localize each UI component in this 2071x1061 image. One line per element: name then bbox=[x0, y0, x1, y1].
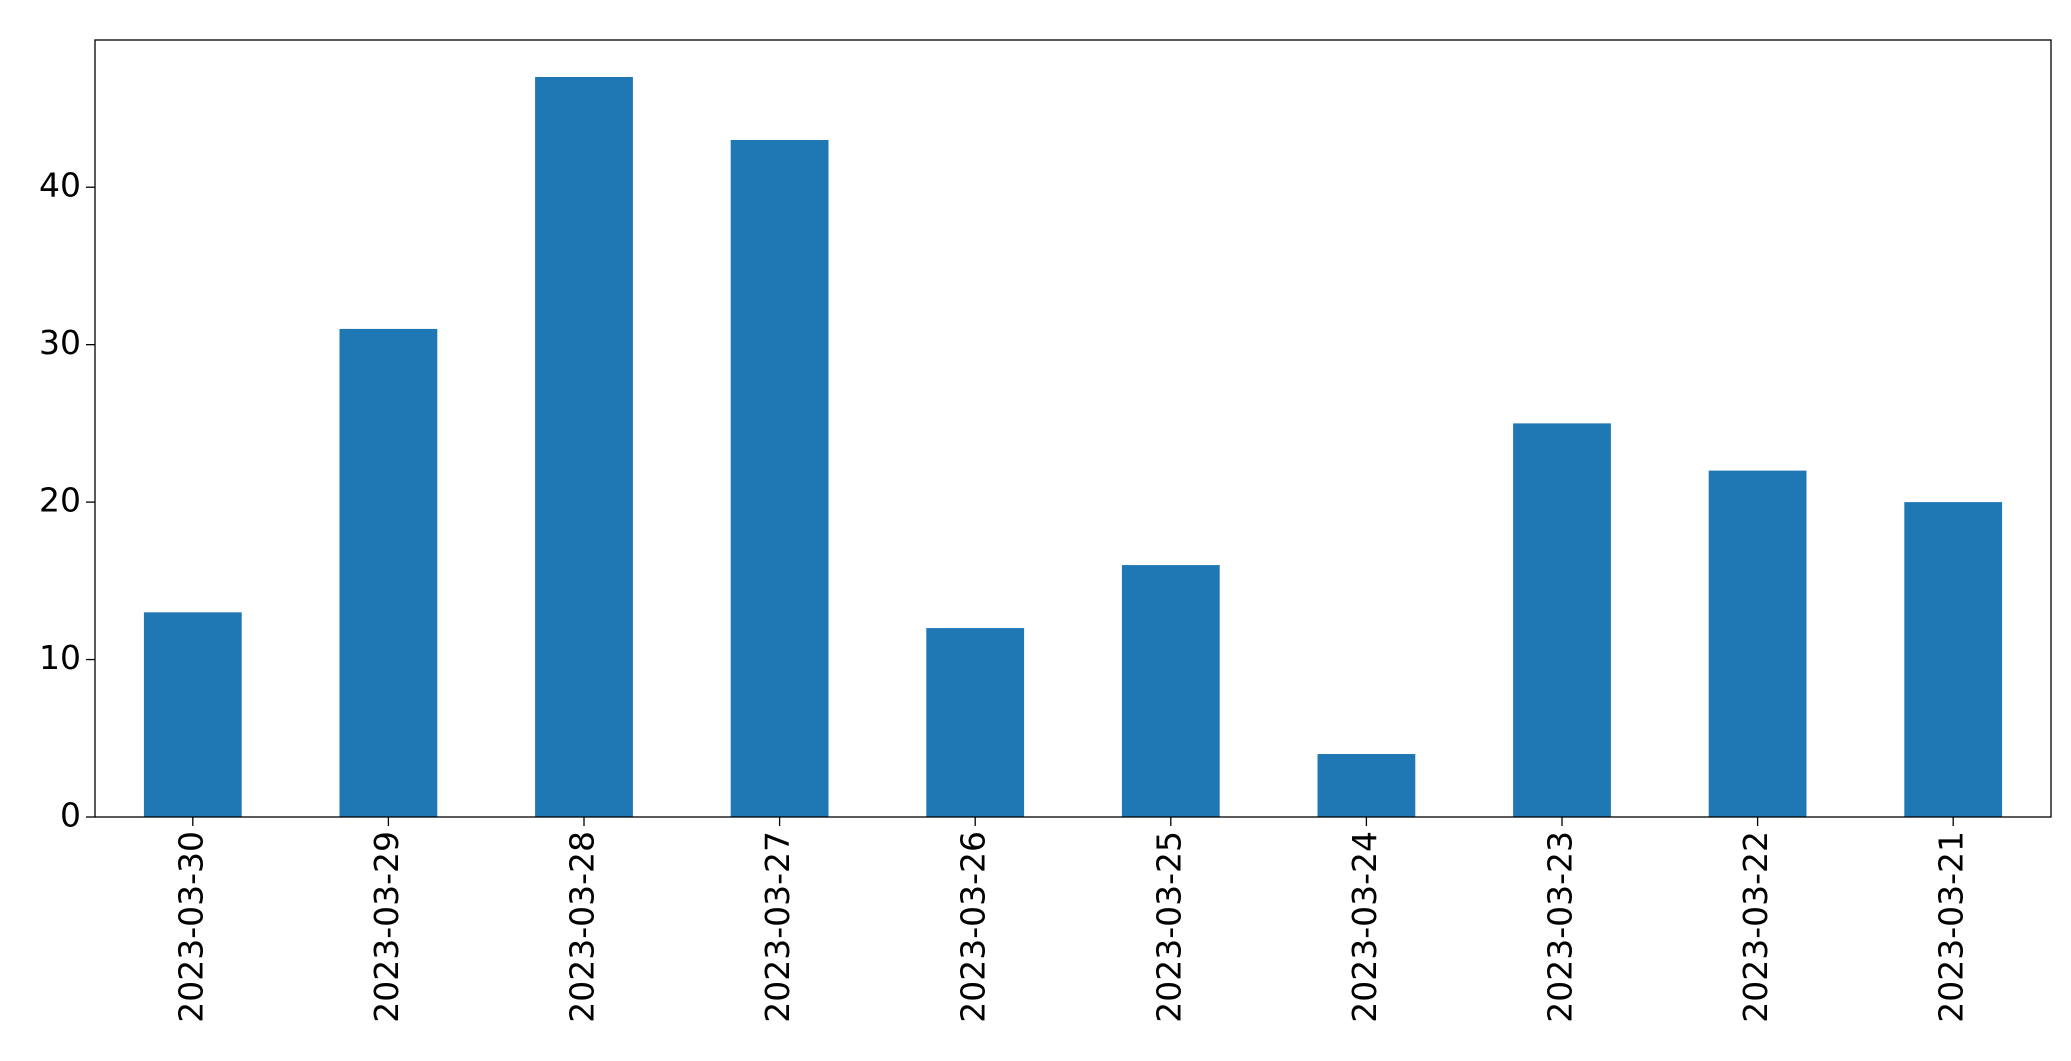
x-tick-label: 2023-03-28 bbox=[563, 831, 602, 1023]
bar bbox=[730, 139, 829, 817]
x-tick-label: 2023-03-21 bbox=[1932, 831, 1971, 1023]
x-tick-label: 2023-03-26 bbox=[954, 831, 993, 1023]
bar bbox=[1121, 565, 1220, 817]
bar bbox=[339, 328, 438, 817]
x-tick-label: 2023-03-27 bbox=[758, 831, 797, 1023]
bar bbox=[1317, 754, 1416, 817]
bar bbox=[1904, 502, 2003, 817]
x-tick-label: 2023-03-22 bbox=[1736, 831, 1775, 1023]
bar bbox=[143, 612, 242, 817]
bar bbox=[1708, 470, 1807, 817]
x-tick-label: 2023-03-29 bbox=[367, 831, 406, 1023]
y-tick-label: 30 bbox=[39, 323, 81, 362]
plot-frame bbox=[94, 39, 2052, 818]
y-tick-label: 0 bbox=[60, 796, 81, 835]
x-tick-label: 2023-03-30 bbox=[171, 831, 210, 1023]
x-tick-label: 2023-03-24 bbox=[1345, 831, 1384, 1023]
x-tick-label: 2023-03-23 bbox=[1541, 831, 1580, 1023]
x-tick-label: 2023-03-25 bbox=[1149, 831, 1188, 1023]
y-tick-label: 40 bbox=[39, 166, 81, 205]
y-tick-label: 10 bbox=[39, 638, 81, 677]
bar bbox=[1513, 423, 1611, 817]
bar bbox=[926, 628, 1025, 817]
y-tick-label: 20 bbox=[39, 481, 81, 520]
bar bbox=[535, 77, 633, 817]
